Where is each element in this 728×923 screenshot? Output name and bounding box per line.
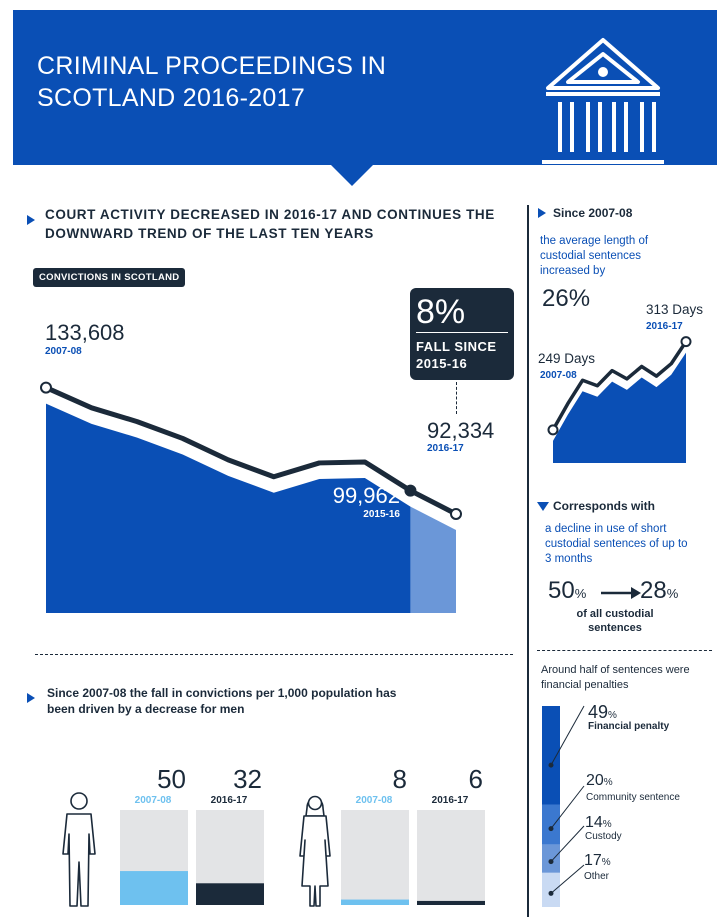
callout-text: FALL SINCE 2015-16 — [416, 339, 497, 371]
callout-value: 8% — [416, 292, 508, 333]
convictions-area-main — [46, 403, 411, 613]
sentence-segment-other — [542, 872, 560, 907]
segment-leader-2 — [550, 825, 585, 862]
custody-label: Custody — [585, 831, 622, 842]
short-marker-icon — [537, 502, 549, 511]
court-building-icon — [536, 38, 670, 174]
short-to-number: 28 — [640, 577, 667, 604]
women-value-2007: 8 — [392, 764, 407, 794]
man-icon — [62, 792, 96, 907]
banner-pointer — [330, 164, 374, 186]
length-marker-icon — [538, 208, 546, 218]
convictions-point-2016-17 — [450, 507, 462, 520]
short-heading: Corresponds with — [553, 499, 656, 513]
other-value: 17% — [584, 852, 611, 870]
chart-label-pill: CONVICTIONS IN SCOTLAND — [33, 268, 186, 287]
community-value: 20% — [586, 772, 613, 790]
length-point-2007-08 — [547, 424, 559, 436]
fall-callout: 8% FALL SINCE 2015-16 — [410, 288, 514, 380]
community-number: 20 — [586, 772, 604, 789]
men-bar-2007-08 — [120, 871, 188, 905]
women-bar-2016-17 — [417, 900, 485, 905]
right-divider — [537, 650, 712, 651]
community-pct: % — [603, 777, 613, 788]
short-from-value: 50% — [548, 577, 586, 605]
women-bar-bg-2016-17 — [417, 810, 485, 905]
sentence-segment-community-sentence — [542, 804, 560, 845]
men-value-2016: 32 — [233, 764, 262, 794]
financial-pct: % — [608, 710, 617, 721]
women-period-2016: 2016-17 — [431, 795, 469, 806]
page-title: CRIMINAL PROCEEDINGS IN SCOTLAND 2016-20… — [37, 52, 387, 112]
section-marker-icon — [27, 215, 35, 225]
short-from-pct: % — [574, 586, 587, 601]
custody-number: 14 — [585, 814, 603, 831]
section-divider — [35, 654, 513, 655]
convictions-point-2007-08 — [40, 381, 52, 394]
length-line — [551, 340, 688, 431]
short-to-value: 28% — [640, 577, 678, 605]
convictions-point-2015-16 — [404, 484, 417, 497]
short-from-number: 50 — [548, 577, 575, 604]
custody-pct: % — [602, 819, 612, 830]
sentence-segment-custody — [542, 844, 560, 873]
men-value-2007: 50 — [157, 764, 186, 794]
women-bar-bg-2007-08 — [341, 810, 409, 905]
convictions-line — [44, 385, 458, 517]
segment-leader-0 — [550, 705, 585, 766]
label-period-2016: 2016-17 — [427, 443, 464, 454]
short-text: a decline in use of short custodial sent… — [545, 523, 688, 565]
men-period-2016: 2016-17 — [210, 795, 248, 806]
label-period-2015: 2015-16 — [363, 509, 400, 520]
length-text: the average length of custodial sentence… — [540, 235, 649, 277]
length-label-end: 313 Days — [646, 302, 704, 317]
segment-leader-3 — [550, 864, 585, 894]
financial-heading: Around half of sentences were financial … — [541, 664, 690, 691]
women-period-2007: 2007-08 — [355, 795, 393, 806]
financial-number: 49 — [588, 702, 609, 722]
custody-value: 14% — [585, 814, 612, 832]
short-to-pct: % — [666, 586, 679, 601]
other-number: 17 — [584, 852, 602, 869]
men-bar-2016-17 — [196, 883, 264, 905]
court-activity-heading: COURT ACTIVITY DECREASED IN 2016-17 AND … — [45, 207, 495, 241]
label-value-2015: 99,962 — [332, 483, 400, 508]
length-period-start: 2007-08 — [540, 370, 577, 381]
length-label-start: 249 Days — [538, 351, 596, 366]
community-label: Community sentence — [586, 792, 680, 803]
length-heading: Since 2007-08 — [553, 206, 633, 220]
length-area — [553, 352, 686, 463]
gender-marker-icon — [27, 693, 35, 703]
woman-icon — [299, 795, 331, 907]
sentence-segment-financial-penalty — [542, 706, 560, 805]
length-period-end: 2016-17 — [646, 321, 683, 332]
label-value-2016: 92,334 — [427, 418, 495, 443]
financial-value: 49% — [588, 702, 617, 723]
length-point-2016-17 — [680, 336, 692, 348]
other-pct: % — [601, 857, 611, 868]
gender-heading: Since 2007-08 the fall in convictions pe… — [47, 686, 397, 716]
men-period-2007: 2007-08 — [134, 795, 172, 806]
short-note: of all custodial sentences — [576, 608, 654, 634]
length-value: 26% — [542, 285, 591, 312]
callout-connector — [456, 382, 457, 414]
women-value-2016: 6 — [468, 764, 483, 794]
label-period-2007: 2007-08 — [45, 346, 82, 357]
financial-label: Financial penalty — [588, 721, 670, 732]
segment-leader-1 — [550, 785, 585, 829]
arrow-right-icon — [601, 587, 641, 599]
other-label: Other — [584, 871, 610, 882]
convictions-area-latest — [410, 506, 456, 613]
label-value-2007: 133,608 — [45, 320, 125, 345]
column-divider — [527, 205, 529, 917]
women-bar-2007-08 — [341, 899, 409, 905]
